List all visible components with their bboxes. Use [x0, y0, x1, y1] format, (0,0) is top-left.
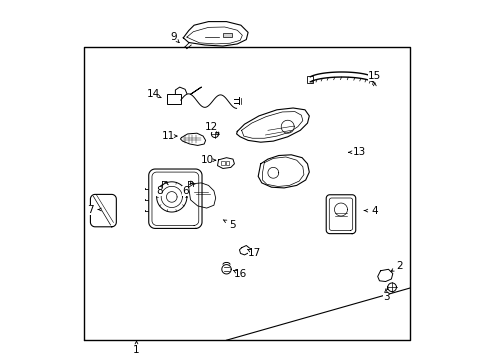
Text: 13: 13 [352, 147, 366, 157]
Bar [307, 76, 312, 82]
Text: 4: 4 [371, 206, 377, 216]
Text: 2: 2 [395, 261, 402, 271]
Text: 7: 7 [87, 204, 94, 215]
Text: 11: 11 [161, 131, 174, 141]
Bar [221, 161, 224, 165]
Text: 9: 9 [169, 32, 176, 42]
Bar [223, 33, 231, 37]
Text: 15: 15 [367, 71, 381, 81]
Text: 14: 14 [147, 89, 160, 99]
Text: 17: 17 [247, 248, 261, 258]
Text: 1: 1 [133, 345, 140, 355]
Text: 8: 8 [156, 186, 162, 196]
Text: 5: 5 [229, 220, 235, 230]
Text: 12: 12 [204, 122, 217, 132]
Text: 10: 10 [201, 155, 214, 165]
Bar [167, 94, 181, 104]
Bar [225, 161, 229, 165]
Text: 6: 6 [182, 186, 188, 196]
Text: 16: 16 [234, 269, 247, 279]
Text: 3: 3 [382, 292, 388, 302]
